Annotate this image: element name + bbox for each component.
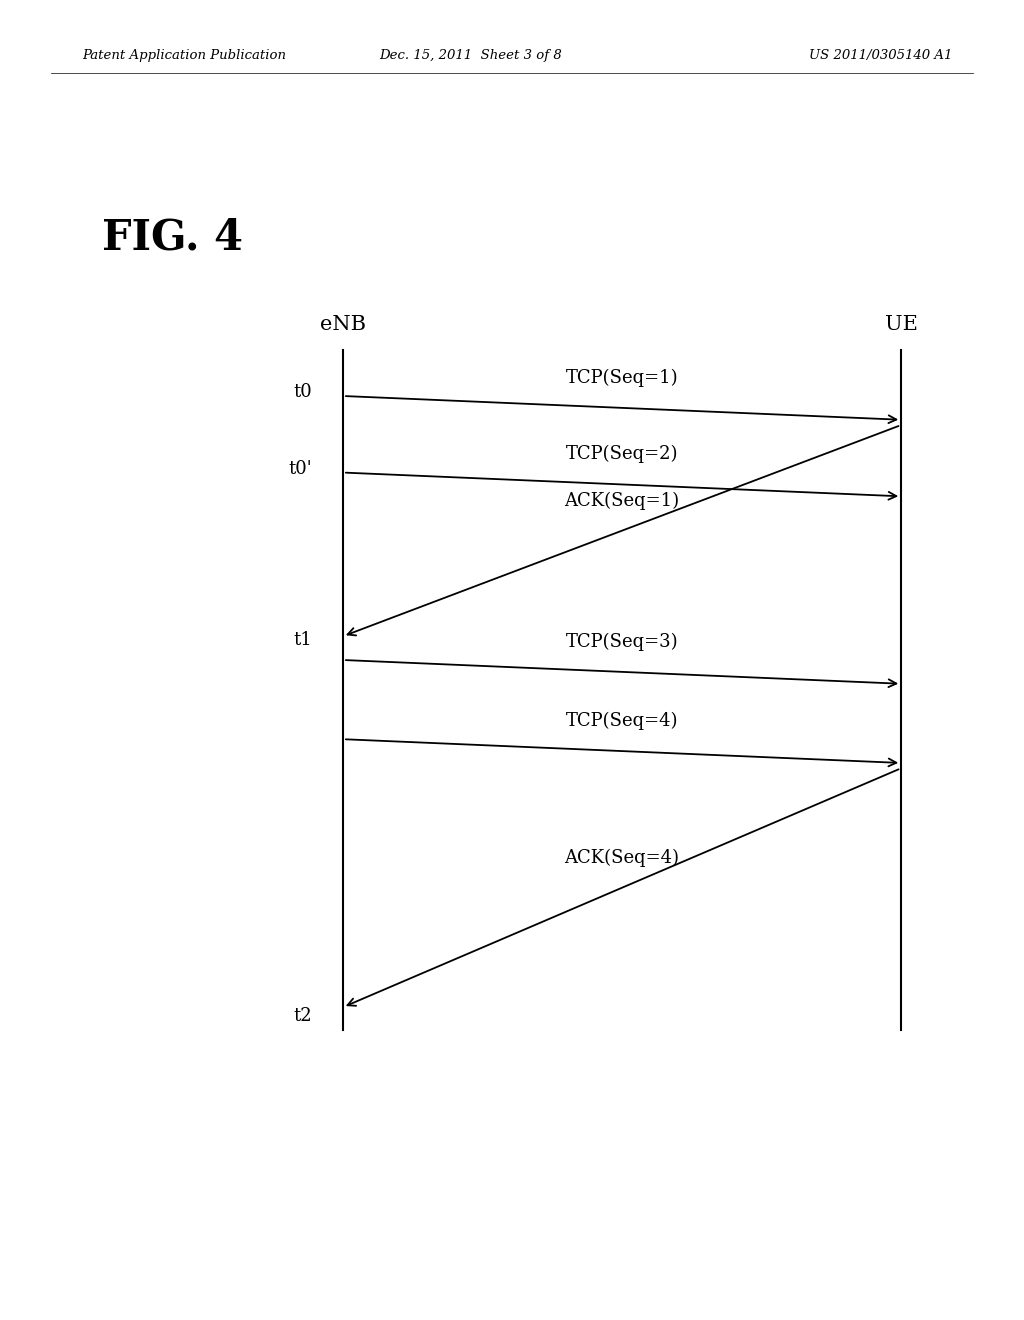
Text: t1: t1: [294, 631, 312, 649]
Text: t0: t0: [294, 383, 312, 401]
Text: ACK(Seq=1): ACK(Seq=1): [564, 491, 680, 510]
Text: ACK(Seq=4): ACK(Seq=4): [564, 849, 680, 866]
Text: US 2011/0305140 A1: US 2011/0305140 A1: [809, 49, 952, 62]
Text: Patent Application Publication: Patent Application Publication: [82, 49, 286, 62]
Text: t2: t2: [294, 1007, 312, 1026]
Text: TCP(Seq=3): TCP(Seq=3): [566, 632, 678, 651]
Text: TCP(Seq=2): TCP(Seq=2): [566, 445, 678, 463]
Text: t0': t0': [289, 459, 312, 478]
Text: FIG. 4: FIG. 4: [102, 216, 244, 259]
Text: TCP(Seq=4): TCP(Seq=4): [566, 711, 678, 730]
Text: UE: UE: [885, 315, 918, 334]
Text: TCP(Seq=1): TCP(Seq=1): [566, 368, 678, 387]
Text: Dec. 15, 2011  Sheet 3 of 8: Dec. 15, 2011 Sheet 3 of 8: [380, 49, 562, 62]
Text: eNB: eNB: [321, 315, 366, 334]
